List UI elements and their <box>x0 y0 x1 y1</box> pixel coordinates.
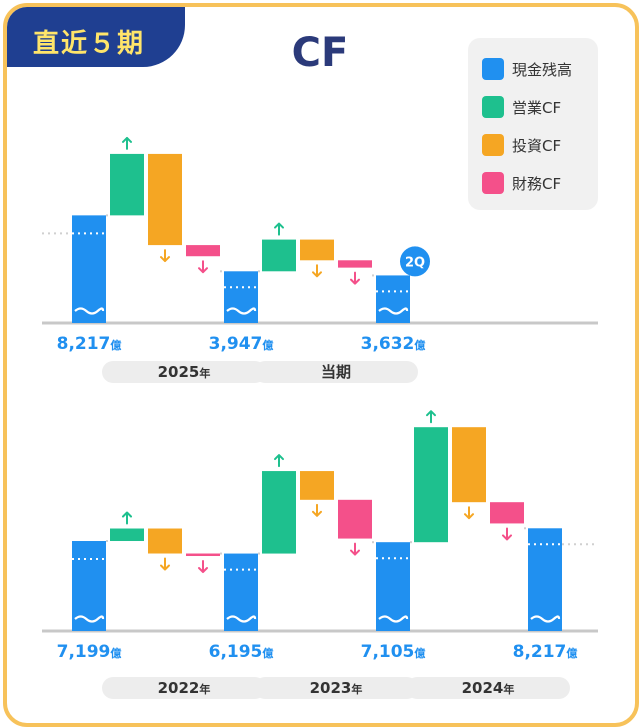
upper-p0-cash-value-end: 3,947億 <box>209 334 274 354</box>
legend-item-financing: 財務CF <box>482 172 561 194</box>
lower-p0-cash-wave-end <box>226 615 257 623</box>
lower-p2-operating-arrow-icon <box>426 410 436 424</box>
upper-p1-cash-value-end: 3,632億 <box>361 334 426 354</box>
legend-item-operating: 営業CF <box>482 96 561 118</box>
legend: 現金残高 営業CF 投資CF 財務CF <box>468 38 598 210</box>
upper-p1-cash-wave-end <box>378 307 409 315</box>
lower-p0-investing-arrow-icon <box>160 557 170 571</box>
financing-swatch-icon <box>482 172 504 194</box>
upper-p1-period-pill-bg <box>254 361 418 383</box>
legend-label-operating: 営業CF <box>512 98 562 117</box>
upper-p1-period-pill-label: 当期 <box>321 363 351 381</box>
lower-p2-period-pill-label: 2024年 <box>462 679 515 697</box>
upper-p1-badge-text: 2Q <box>405 255 425 270</box>
lower-p1-period-pill-bg <box>254 677 418 699</box>
upper-p0-financing-arrow-icon <box>198 260 208 274</box>
upper-p0-period-pill-label: 2025年 <box>158 363 211 381</box>
upper-cash-wave-start <box>74 307 105 315</box>
lower-p0-period-pill-bg <box>102 677 266 699</box>
lower-p0-financing-arrow-icon <box>198 560 208 574</box>
upper-cash-bar-start <box>72 215 106 323</box>
lower-cash-wave-start <box>74 615 105 623</box>
upper-p0-financing-bar <box>186 245 220 257</box>
upper-p1-badge-circle <box>400 246 430 277</box>
upper-p1-operating-bar <box>262 239 296 272</box>
lower-p0-cash-value-end: 6,195億 <box>209 642 274 662</box>
recent-periods-badge: 直近５期 <box>7 7 185 67</box>
lower-p1-operating-bar <box>262 471 296 554</box>
cash-swatch-icon <box>482 58 504 80</box>
lower-p2-financing-bar <box>490 502 524 524</box>
lower-p1-investing-arrow-icon <box>312 503 322 517</box>
upper-p1-financing-bar <box>338 260 372 268</box>
lower-p0-operating-arrow-icon <box>122 511 132 525</box>
lower-p2-financing-arrow-icon <box>502 527 512 541</box>
upper-p0-operating-arrow-icon <box>122 136 132 150</box>
upper-p0-cash-bar-end <box>224 271 258 323</box>
upper-p0-cash-wave-end <box>226 307 257 315</box>
lower-p2-cash-wave-end <box>530 615 561 623</box>
lower-p1-operating-arrow-icon <box>274 454 284 468</box>
upper-p1-investing-bar <box>300 239 334 261</box>
upper-p0-period-pill-bg <box>102 361 266 383</box>
lower-p0-period-pill-label: 2022年 <box>158 679 211 697</box>
upper-p1-investing-arrow-icon <box>312 264 322 278</box>
lower-p1-financing-arrow-icon <box>350 542 360 556</box>
operating-swatch-icon <box>482 96 504 118</box>
legend-label-investing: 投資CF <box>512 136 562 155</box>
lower-p0-cash-bar-end <box>224 553 258 631</box>
lower-p0-investing-bar <box>148 528 182 554</box>
upper-p1-financing-arrow-icon <box>350 271 360 285</box>
lower-p1-cash-wave-end <box>378 615 409 623</box>
lower-p2-period-pill-bg <box>406 677 570 699</box>
badge-label: 直近５期 <box>33 29 146 59</box>
lower-p2-cash-bar-end <box>528 528 562 631</box>
investing-swatch-icon <box>482 134 504 156</box>
upper-cash-value-start: 8,217億 <box>57 334 122 354</box>
lower-p0-operating-bar <box>110 528 144 542</box>
upper-p1-operating-arrow-icon <box>274 222 284 236</box>
upper-p0-investing-bar <box>148 153 182 246</box>
legend-item-investing: 投資CF <box>482 134 561 156</box>
lower-cash-value-start: 7,199億 <box>57 642 122 662</box>
upper-p0-operating-bar <box>110 153 144 216</box>
lower-p0-financing-bar <box>186 553 220 557</box>
lower-p2-investing-arrow-icon <box>464 506 474 520</box>
lower-p2-cash-value-end: 8,217億 <box>513 642 578 662</box>
legend-label-cash: 現金残高 <box>512 60 573 79</box>
lower-p2-operating-bar <box>414 427 448 543</box>
upper-p0-investing-arrow-icon <box>160 249 170 263</box>
lower-p2-investing-bar <box>452 427 486 503</box>
lower-p1-cash-value-end: 7,105億 <box>361 642 426 662</box>
lower-p1-investing-bar <box>300 471 334 500</box>
legend-label-financing: 財務CF <box>512 174 562 193</box>
lower-p1-period-pill-label: 2023年 <box>310 679 363 697</box>
legend-item-cash: 現金残高 <box>482 58 572 80</box>
upper-p1-cash-bar-end <box>376 275 410 323</box>
chart-title: CF <box>291 30 349 76</box>
lower-p1-financing-bar <box>338 499 372 539</box>
